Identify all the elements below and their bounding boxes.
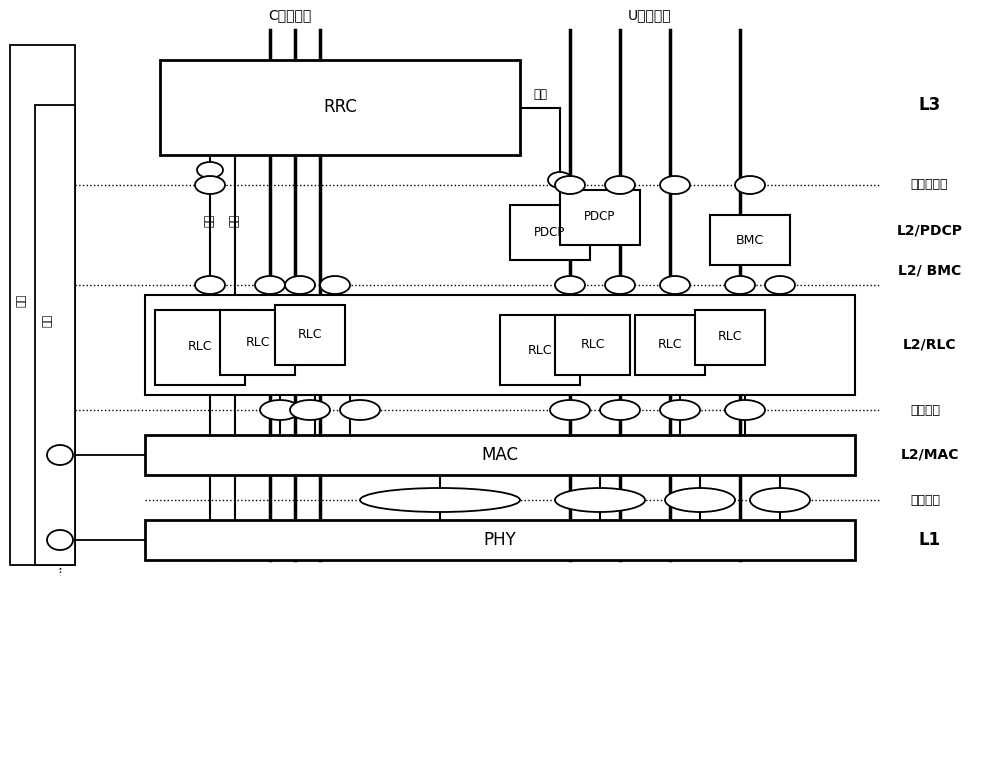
Bar — [710, 215, 790, 265]
Bar — [10, 45, 75, 565]
Text: 控制: 控制 — [533, 89, 547, 102]
Ellipse shape — [555, 488, 645, 512]
Ellipse shape — [555, 176, 585, 194]
Bar — [35, 105, 75, 565]
Text: PHY: PHY — [484, 531, 516, 549]
Text: RLC: RLC — [298, 329, 322, 342]
Ellipse shape — [360, 488, 520, 512]
Text: RLC: RLC — [658, 339, 682, 351]
Ellipse shape — [660, 276, 690, 294]
Text: L2/ BMC: L2/ BMC — [898, 263, 962, 277]
Bar — [155, 310, 245, 385]
Text: 逻辑信道: 逻辑信道 — [910, 403, 940, 417]
Text: MAC: MAC — [482, 446, 518, 464]
Ellipse shape — [605, 176, 635, 194]
Text: C平面信令: C平面信令 — [268, 8, 312, 22]
Bar — [555, 315, 630, 375]
Text: L3: L3 — [919, 96, 941, 114]
Text: 控制: 控制 — [230, 213, 240, 226]
Ellipse shape — [660, 176, 690, 194]
Ellipse shape — [750, 488, 810, 512]
Ellipse shape — [197, 162, 223, 178]
Bar — [160, 60, 520, 155]
Ellipse shape — [290, 400, 330, 420]
Text: 控制: 控制 — [43, 313, 53, 326]
Bar — [145, 520, 855, 560]
Text: L2/PDCP: L2/PDCP — [897, 223, 963, 237]
Text: RLC: RLC — [246, 336, 270, 349]
Text: PDCP: PDCP — [584, 210, 616, 223]
Bar — [145, 295, 855, 395]
Text: 控制: 控制 — [17, 293, 27, 306]
Text: L2/RLC: L2/RLC — [903, 338, 957, 352]
Bar — [275, 305, 345, 365]
Text: RRC: RRC — [323, 99, 357, 116]
Ellipse shape — [555, 276, 585, 294]
Ellipse shape — [665, 488, 735, 512]
Ellipse shape — [260, 400, 300, 420]
Text: L1: L1 — [919, 531, 941, 549]
Ellipse shape — [735, 176, 765, 194]
Ellipse shape — [725, 400, 765, 420]
Text: 控制: 控制 — [205, 213, 215, 226]
Ellipse shape — [285, 276, 315, 294]
Bar — [145, 435, 855, 475]
Ellipse shape — [320, 276, 350, 294]
Ellipse shape — [195, 276, 225, 294]
Ellipse shape — [195, 176, 225, 194]
Bar — [695, 310, 765, 365]
Text: RLC: RLC — [528, 343, 552, 357]
Bar — [560, 190, 640, 245]
Text: 传输信道: 传输信道 — [910, 494, 940, 507]
Text: BMC: BMC — [736, 233, 764, 246]
Ellipse shape — [600, 400, 640, 420]
Ellipse shape — [548, 172, 572, 188]
Bar — [510, 205, 590, 260]
Bar — [500, 315, 580, 385]
Text: RLC: RLC — [581, 339, 605, 351]
Ellipse shape — [47, 530, 73, 550]
Bar — [635, 315, 705, 375]
Text: RLC: RLC — [718, 330, 742, 343]
Bar — [220, 310, 295, 375]
Text: U平面信息: U平面信息 — [628, 8, 672, 22]
Ellipse shape — [725, 276, 755, 294]
Ellipse shape — [47, 445, 73, 465]
Ellipse shape — [605, 276, 635, 294]
Text: RLC: RLC — [188, 340, 212, 353]
Text: 无线电承载: 无线电承载 — [910, 179, 948, 192]
Ellipse shape — [550, 400, 590, 420]
Ellipse shape — [660, 400, 700, 420]
Ellipse shape — [255, 276, 285, 294]
Ellipse shape — [765, 276, 795, 294]
Text: L2/MAC: L2/MAC — [901, 448, 959, 462]
Text: PDCP: PDCP — [534, 226, 566, 239]
Ellipse shape — [340, 400, 380, 420]
